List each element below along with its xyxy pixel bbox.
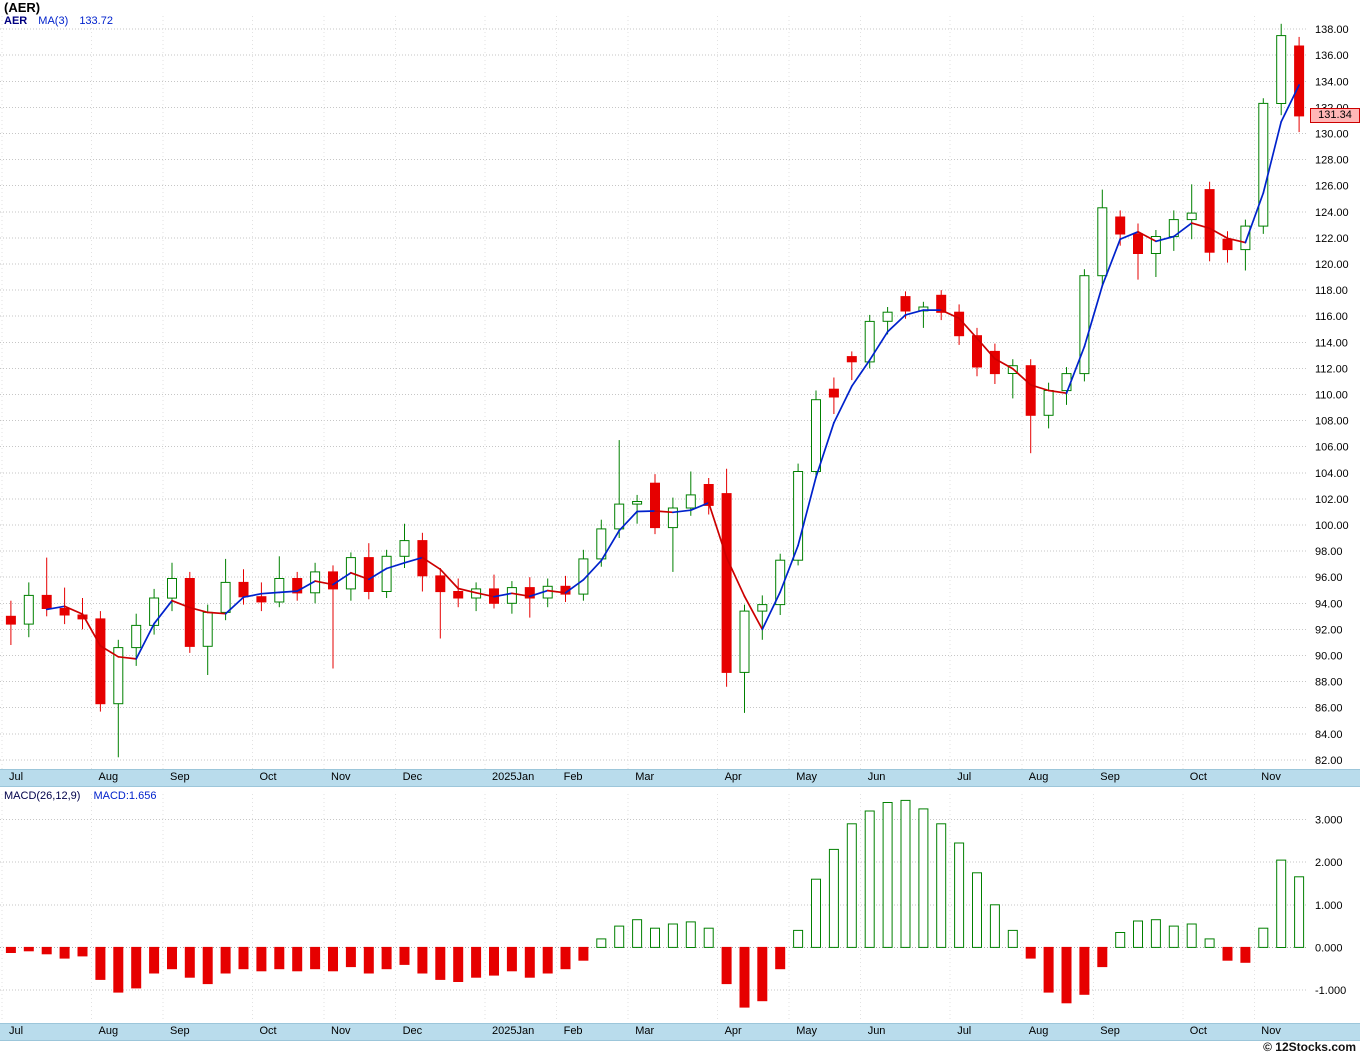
svg-text:84.00: 84.00	[1315, 729, 1343, 741]
svg-text:130.00: 130.00	[1315, 129, 1349, 141]
svg-text:106.00: 106.00	[1315, 442, 1349, 454]
last-price-tag: 131.34	[1310, 108, 1360, 123]
month-label: May	[796, 771, 817, 783]
svg-text:110.00: 110.00	[1315, 390, 1348, 402]
month-label: Nov	[331, 1025, 351, 1037]
month-label: Sep	[170, 771, 190, 783]
month-label: Nov	[1261, 1025, 1281, 1037]
month-label: Jul	[957, 771, 972, 783]
month-label: May	[796, 1025, 817, 1037]
month-label: Jul	[9, 1025, 24, 1037]
month-label: Feb	[563, 1025, 583, 1037]
svg-text:3.000: 3.000	[1315, 815, 1343, 827]
month-label: Apr	[724, 771, 742, 783]
svg-text:1.000: 1.000	[1315, 900, 1343, 912]
svg-text:92.00: 92.00	[1315, 624, 1343, 636]
month-axis-top: Jul Aug Sep Oct Nov Dec 2025Jan Feb Mar Apr May Jun…	[0, 769, 1360, 787]
month-label: Oct	[259, 1025, 277, 1037]
month-label: Aug	[1028, 1025, 1049, 1037]
copyright-watermark: © 12Stocks.com	[1263, 1040, 1356, 1054]
svg-text:100.00: 100.00	[1315, 520, 1349, 532]
month-label: Dec	[402, 771, 423, 783]
svg-text:136.00: 136.00	[1315, 50, 1349, 62]
svg-text:98.00: 98.00	[1315, 546, 1343, 558]
svg-text:120.00: 120.00	[1315, 259, 1349, 271]
month-label: Aug	[98, 1025, 119, 1037]
svg-text:96.00: 96.00	[1315, 572, 1343, 584]
symbol-label: AER	[4, 15, 28, 27]
ma-value: 133.72	[79, 15, 113, 27]
svg-text:-1.000: -1.000	[1315, 985, 1346, 997]
month-label: Jun	[867, 1025, 886, 1037]
month-label: Oct	[259, 771, 277, 783]
svg-text:108.00: 108.00	[1315, 416, 1349, 428]
svg-text:118.00: 118.00	[1315, 285, 1348, 297]
macd-value: MACD:1.656	[93, 790, 157, 802]
svg-text:112.00: 112.00	[1315, 363, 1348, 375]
month-label: Apr	[724, 1025, 742, 1037]
svg-text:86.00: 86.00	[1315, 703, 1343, 715]
month-label: Jul	[957, 1025, 972, 1037]
macd-label: MACD(26,12,9)	[4, 790, 81, 802]
month-label: Oct	[1189, 771, 1207, 783]
month-label: Mar	[635, 771, 655, 783]
svg-text:2.000: 2.000	[1315, 857, 1343, 869]
svg-text:116.00: 116.00	[1315, 311, 1348, 323]
month-label: Aug	[1028, 771, 1049, 783]
svg-text:94.00: 94.00	[1315, 598, 1343, 610]
month-label: Oct	[1189, 1025, 1207, 1037]
month-label: Mar	[635, 1025, 655, 1037]
month-label: Nov	[331, 771, 351, 783]
macd-legend: MACD(26,12,9) MACD:1.656	[4, 790, 156, 802]
month-label: Jul	[9, 771, 24, 783]
svg-text:88.00: 88.00	[1315, 677, 1343, 689]
month-axis-bottom: Jul Aug Sep Oct Nov Dec 2025Jan Feb Mar Apr May Jun…	[0, 1023, 1360, 1041]
svg-text:102.00: 102.00	[1315, 494, 1349, 506]
month-label: Sep	[1100, 771, 1120, 783]
month-label: Feb	[563, 771, 583, 783]
month-label: Sep	[170, 1025, 190, 1037]
svg-text:134.00: 134.00	[1315, 76, 1349, 88]
svg-text:122.00: 122.00	[1315, 233, 1349, 245]
price-legend: AER MA(3) 133.72	[4, 15, 113, 27]
svg-text:90.00: 90.00	[1315, 651, 1343, 663]
chart-title: (AER)	[4, 0, 41, 15]
month-label: Nov	[1261, 771, 1281, 783]
month-label: 2025Jan	[492, 771, 535, 783]
svg-text:104.00: 104.00	[1315, 468, 1349, 480]
month-label: Dec	[402, 1025, 423, 1037]
month-label: Aug	[98, 771, 119, 783]
svg-text:82.00: 82.00	[1315, 755, 1343, 767]
svg-text:138.00: 138.00	[1315, 24, 1349, 36]
svg-text:0.000: 0.000	[1315, 942, 1343, 954]
svg-text:126.00: 126.00	[1315, 181, 1349, 193]
month-label: Sep	[1100, 1025, 1120, 1037]
ma-label: MA(3)	[38, 15, 69, 27]
month-label: Jun	[867, 771, 886, 783]
svg-text:114.00: 114.00	[1315, 337, 1348, 349]
svg-text:128.00: 128.00	[1315, 155, 1349, 167]
svg-text:124.00: 124.00	[1315, 207, 1349, 219]
month-label: 2025Jan	[492, 1025, 535, 1037]
